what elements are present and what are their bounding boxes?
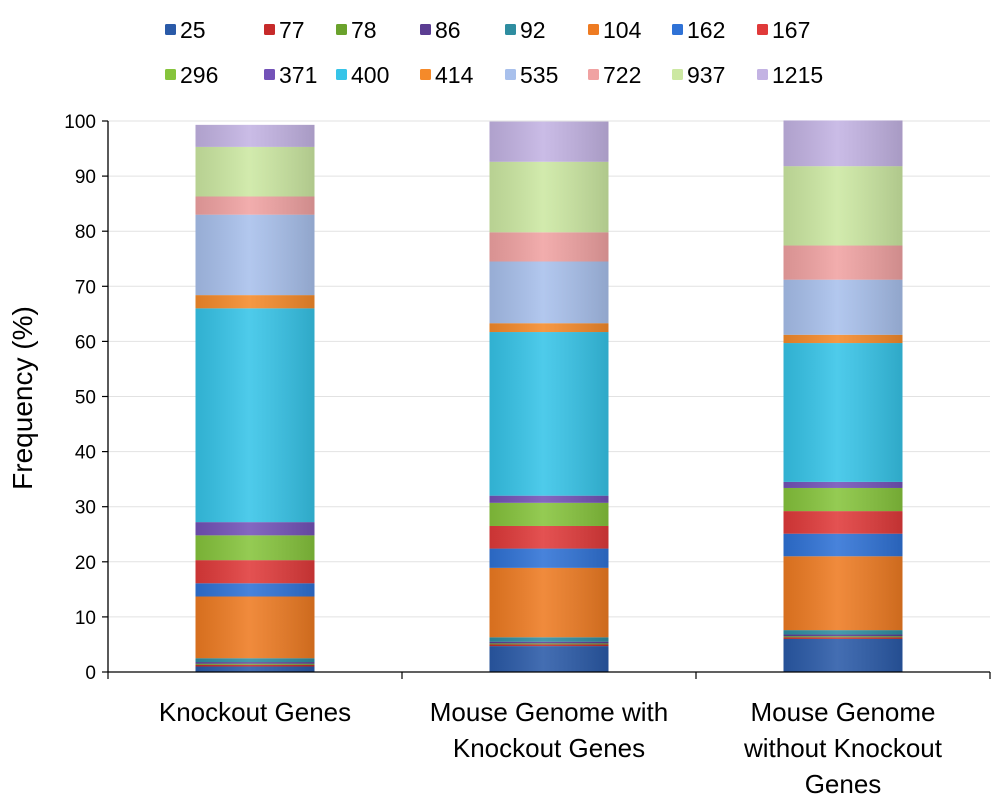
legend-label: 937 xyxy=(687,62,725,88)
x-category-label: Knockout Genes xyxy=(159,697,351,727)
legend-item: 25 xyxy=(165,17,206,43)
legend-item: 78 xyxy=(336,17,377,43)
legend-item: 400 xyxy=(336,62,389,88)
y-tick-label: 30 xyxy=(75,498,96,519)
legend-label: 1215 xyxy=(772,62,823,88)
x-category-labels: Knockout Genes Mouse Genome with Knockout … xyxy=(159,697,943,799)
legend-swatch xyxy=(264,69,275,80)
legend-swatch xyxy=(505,24,516,35)
legend-item: 1215 xyxy=(757,62,823,88)
legend-label: 25 xyxy=(180,17,206,43)
y-tick-label: 100 xyxy=(64,112,96,133)
legend-label: 162 xyxy=(687,17,725,43)
y-tick-label: 80 xyxy=(75,222,96,243)
legend: 25 77 78 86 92 104 162 167 296 371 400 414 535 722 937… xyxy=(165,17,823,88)
legend-swatch xyxy=(264,24,275,35)
legend-item: 371 xyxy=(264,62,317,88)
y-tick-label: 70 xyxy=(75,277,96,298)
legend-item: 722 xyxy=(588,62,641,88)
legend-swatch xyxy=(672,69,683,80)
legend-label: 535 xyxy=(520,62,558,88)
legend-item: 535 xyxy=(505,62,558,88)
x-category-label-line: without Knockout xyxy=(743,733,943,763)
legend-swatch xyxy=(757,24,768,35)
x-category-label-line: Knockout Genes xyxy=(159,697,351,727)
bar-stack xyxy=(195,124,315,673)
legend-swatch xyxy=(165,69,176,80)
legend-label: 722 xyxy=(603,62,641,88)
legend-label: 371 xyxy=(279,62,317,88)
y-tick-label: 90 xyxy=(75,167,96,188)
legend-swatch xyxy=(672,24,683,35)
legend-label: 296 xyxy=(180,62,218,88)
legend-item: 162 xyxy=(672,17,725,43)
legend-label: 77 xyxy=(279,17,305,43)
legend-swatch xyxy=(505,69,516,80)
y-tick-label: 40 xyxy=(75,443,96,464)
bar-shading xyxy=(489,121,609,672)
legend-label: 104 xyxy=(603,17,642,43)
y-tick-label: 10 xyxy=(75,608,96,629)
legend-item: 104 xyxy=(588,17,642,43)
bar-stack xyxy=(783,120,903,673)
legend-item: 296 xyxy=(165,62,218,88)
y-tick-labels: 0 10 20 30 40 50 60 70 80 90 100 xyxy=(64,112,96,684)
x-category-label-line: Mouse Genome xyxy=(751,697,936,727)
legend-swatch xyxy=(420,69,431,80)
x-category-label: Mouse Genome with Knockout Genes xyxy=(430,697,668,763)
legend-label: 92 xyxy=(520,17,546,43)
legend-swatch xyxy=(336,24,347,35)
legend-label: 167 xyxy=(772,17,810,43)
x-category-label: Mouse Genome without Knockout Genes xyxy=(743,697,943,799)
legend-swatch xyxy=(588,24,599,35)
legend-label: 400 xyxy=(351,62,389,88)
y-tick-label: 50 xyxy=(75,388,96,409)
legend-swatch xyxy=(588,69,599,80)
legend-label: 78 xyxy=(351,17,377,43)
bars xyxy=(195,120,903,673)
y-tick-label: 0 xyxy=(85,663,96,684)
y-tick-label: 60 xyxy=(75,332,96,353)
legend-swatch xyxy=(420,24,431,35)
legend-swatch xyxy=(757,69,768,80)
y-tick-label: 20 xyxy=(75,553,96,574)
legend-swatch xyxy=(336,69,347,80)
bar-shading xyxy=(783,120,903,673)
legend-swatch xyxy=(165,24,176,35)
legend-item: 92 xyxy=(505,17,546,43)
legend-item: 167 xyxy=(757,17,810,43)
legend-label: 414 xyxy=(435,62,474,88)
legend-item: 86 xyxy=(420,17,461,43)
bar-stack xyxy=(489,121,609,672)
legend-item: 414 xyxy=(420,62,474,88)
axes xyxy=(102,120,991,679)
x-category-label-line: Genes xyxy=(805,769,882,799)
legend-label: 86 xyxy=(435,17,461,43)
x-category-label-line: Knockout Genes xyxy=(453,733,645,763)
legend-item: 937 xyxy=(672,62,725,88)
x-category-label-line: Mouse Genome with xyxy=(430,697,668,727)
legend-item: 77 xyxy=(264,17,305,43)
bar-shading xyxy=(195,124,315,673)
y-axis-label: Frequency (%) xyxy=(7,306,38,490)
